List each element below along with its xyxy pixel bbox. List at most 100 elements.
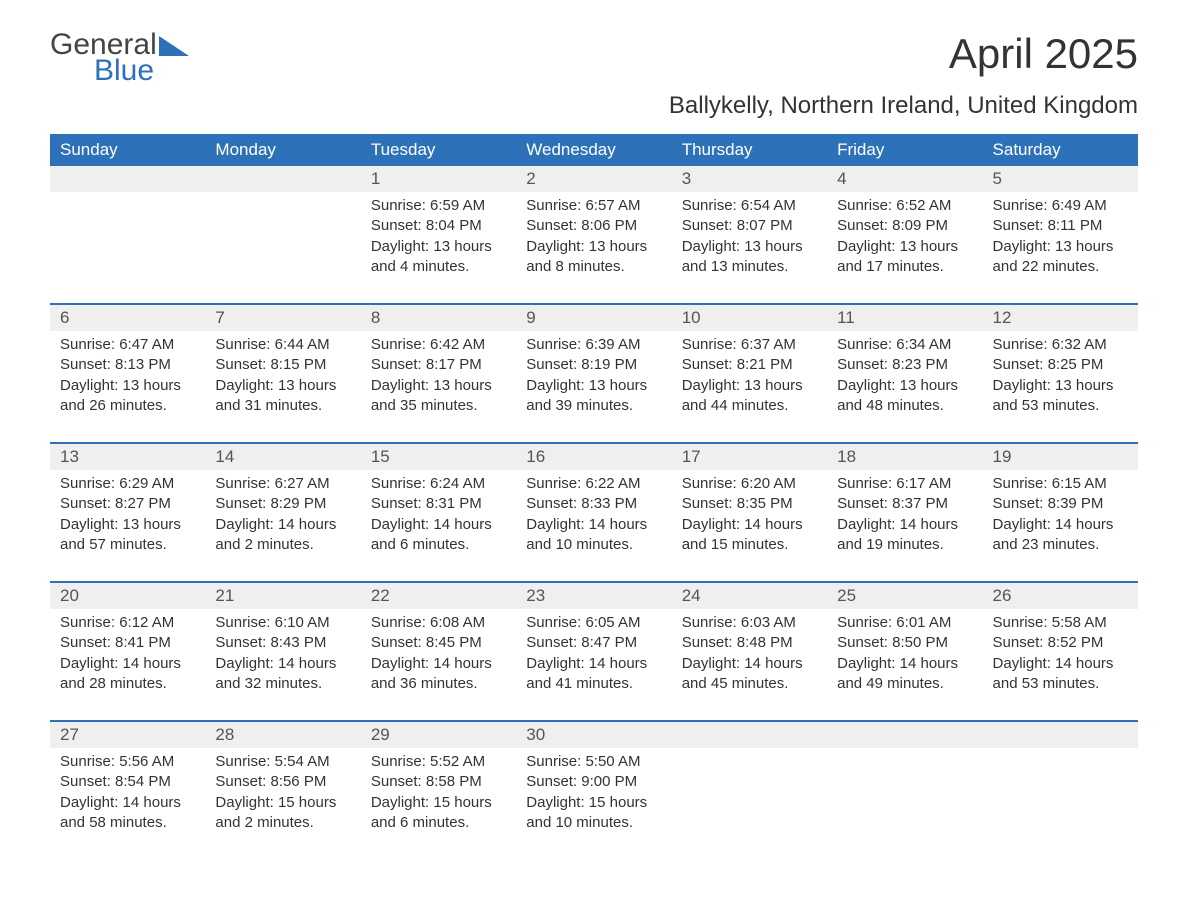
daylight-text: Daylight: 14 hours and 41 minutes. bbox=[526, 654, 661, 695]
col-saturday: Saturday bbox=[983, 134, 1138, 166]
daylight-text: Daylight: 13 hours and 17 minutes. bbox=[837, 237, 972, 278]
day-info: Sunrise: 6:57 AMSunset: 8:06 PMDaylight:… bbox=[516, 192, 671, 304]
sunset-text: Sunset: 8:33 PM bbox=[526, 494, 661, 514]
daylight-text: Daylight: 13 hours and 4 minutes. bbox=[371, 237, 506, 278]
day-header-row: Sunday Monday Tuesday Wednesday Thursday… bbox=[50, 134, 1138, 166]
day-number: 17 bbox=[672, 443, 827, 470]
sunset-text: Sunset: 8:47 PM bbox=[526, 633, 661, 653]
sunrise-text: Sunrise: 5:54 AM bbox=[215, 752, 350, 772]
day-number: 5 bbox=[983, 166, 1138, 192]
sunset-text: Sunset: 8:35 PM bbox=[682, 494, 817, 514]
daylight-text: Daylight: 13 hours and 57 minutes. bbox=[60, 515, 195, 556]
day-number: 16 bbox=[516, 443, 671, 470]
day-number bbox=[205, 166, 360, 192]
daylight-text: Daylight: 14 hours and 32 minutes. bbox=[215, 654, 350, 695]
day-info: Sunrise: 5:52 AMSunset: 8:58 PMDaylight:… bbox=[361, 748, 516, 859]
week-info-row: Sunrise: 5:56 AMSunset: 8:54 PMDaylight:… bbox=[50, 748, 1138, 859]
sunrise-text: Sunrise: 6:47 AM bbox=[60, 335, 195, 355]
day-info: Sunrise: 6:05 AMSunset: 8:47 PMDaylight:… bbox=[516, 609, 671, 721]
day-number: 15 bbox=[361, 443, 516, 470]
week-info-row: Sunrise: 6:29 AMSunset: 8:27 PMDaylight:… bbox=[50, 470, 1138, 582]
sunrise-text: Sunrise: 6:20 AM bbox=[682, 474, 817, 494]
daylight-text: Daylight: 14 hours and 2 minutes. bbox=[215, 515, 350, 556]
daylight-text: Daylight: 13 hours and 39 minutes. bbox=[526, 376, 661, 417]
sunset-text: Sunset: 8:43 PM bbox=[215, 633, 350, 653]
daylight-text: Daylight: 14 hours and 49 minutes. bbox=[837, 654, 972, 695]
col-wednesday: Wednesday bbox=[516, 134, 671, 166]
sunset-text: Sunset: 8:27 PM bbox=[60, 494, 195, 514]
sunset-text: Sunset: 8:48 PM bbox=[682, 633, 817, 653]
day-number: 14 bbox=[205, 443, 360, 470]
day-info: Sunrise: 6:08 AMSunset: 8:45 PMDaylight:… bbox=[361, 609, 516, 721]
daylight-text: Daylight: 13 hours and 35 minutes. bbox=[371, 376, 506, 417]
day-number: 28 bbox=[205, 721, 360, 748]
col-friday: Friday bbox=[827, 134, 982, 166]
sunrise-text: Sunrise: 6:57 AM bbox=[526, 196, 661, 216]
sunrise-text: Sunrise: 6:12 AM bbox=[60, 613, 195, 633]
day-number: 13 bbox=[50, 443, 205, 470]
day-number bbox=[50, 166, 205, 192]
day-number: 7 bbox=[205, 304, 360, 331]
day-info: Sunrise: 6:47 AMSunset: 8:13 PMDaylight:… bbox=[50, 331, 205, 443]
sunrise-text: Sunrise: 6:01 AM bbox=[837, 613, 972, 633]
day-info: Sunrise: 5:50 AMSunset: 9:00 PMDaylight:… bbox=[516, 748, 671, 859]
day-info: Sunrise: 6:17 AMSunset: 8:37 PMDaylight:… bbox=[827, 470, 982, 582]
day-info: Sunrise: 6:42 AMSunset: 8:17 PMDaylight:… bbox=[361, 331, 516, 443]
day-number: 24 bbox=[672, 582, 827, 609]
daylight-text: Daylight: 13 hours and 44 minutes. bbox=[682, 376, 817, 417]
week-info-row: Sunrise: 6:59 AMSunset: 8:04 PMDaylight:… bbox=[50, 192, 1138, 304]
daylight-text: Daylight: 14 hours and 45 minutes. bbox=[682, 654, 817, 695]
day-info: Sunrise: 6:49 AMSunset: 8:11 PMDaylight:… bbox=[983, 192, 1138, 304]
daylight-text: Daylight: 14 hours and 36 minutes. bbox=[371, 654, 506, 695]
day-info bbox=[50, 192, 205, 304]
sunrise-text: Sunrise: 6:52 AM bbox=[837, 196, 972, 216]
logo-flag-icon bbox=[159, 36, 193, 60]
sunset-text: Sunset: 8:17 PM bbox=[371, 355, 506, 375]
day-number: 18 bbox=[827, 443, 982, 470]
sunrise-text: Sunrise: 6:27 AM bbox=[215, 474, 350, 494]
daylight-text: Daylight: 14 hours and 23 minutes. bbox=[993, 515, 1128, 556]
day-info bbox=[827, 748, 982, 859]
sunrise-text: Sunrise: 6:39 AM bbox=[526, 335, 661, 355]
daylight-text: Daylight: 13 hours and 31 minutes. bbox=[215, 376, 350, 417]
daylight-text: Daylight: 14 hours and 15 minutes. bbox=[682, 515, 817, 556]
day-number: 2 bbox=[516, 166, 671, 192]
sunset-text: Sunset: 8:45 PM bbox=[371, 633, 506, 653]
day-number: 20 bbox=[50, 582, 205, 609]
daylight-text: Daylight: 14 hours and 53 minutes. bbox=[993, 654, 1128, 695]
day-info: Sunrise: 6:29 AMSunset: 8:27 PMDaylight:… bbox=[50, 470, 205, 582]
daylight-text: Daylight: 14 hours and 58 minutes. bbox=[60, 793, 195, 834]
sunset-text: Sunset: 8:19 PM bbox=[526, 355, 661, 375]
sunrise-text: Sunrise: 6:34 AM bbox=[837, 335, 972, 355]
daylight-text: Daylight: 14 hours and 28 minutes. bbox=[60, 654, 195, 695]
sunset-text: Sunset: 8:37 PM bbox=[837, 494, 972, 514]
week-info-row: Sunrise: 6:12 AMSunset: 8:41 PMDaylight:… bbox=[50, 609, 1138, 721]
sunset-text: Sunset: 8:39 PM bbox=[993, 494, 1128, 514]
day-number bbox=[983, 721, 1138, 748]
logo: General Blue bbox=[50, 30, 193, 86]
sunrise-text: Sunrise: 6:49 AM bbox=[993, 196, 1128, 216]
sunset-text: Sunset: 8:15 PM bbox=[215, 355, 350, 375]
sunset-text: Sunset: 8:06 PM bbox=[526, 216, 661, 236]
location-subtitle: Ballykelly, Northern Ireland, United Kin… bbox=[50, 92, 1138, 120]
sunrise-text: Sunrise: 6:24 AM bbox=[371, 474, 506, 494]
sunset-text: Sunset: 8:58 PM bbox=[371, 772, 506, 792]
day-info: Sunrise: 6:12 AMSunset: 8:41 PMDaylight:… bbox=[50, 609, 205, 721]
week-daynum-row: 27282930 bbox=[50, 721, 1138, 748]
sunrise-text: Sunrise: 6:08 AM bbox=[371, 613, 506, 633]
sunset-text: Sunset: 8:41 PM bbox=[60, 633, 195, 653]
col-monday: Monday bbox=[205, 134, 360, 166]
col-tuesday: Tuesday bbox=[361, 134, 516, 166]
day-number: 6 bbox=[50, 304, 205, 331]
sunrise-text: Sunrise: 5:52 AM bbox=[371, 752, 506, 772]
day-info bbox=[205, 192, 360, 304]
day-number: 26 bbox=[983, 582, 1138, 609]
daylight-text: Daylight: 14 hours and 10 minutes. bbox=[526, 515, 661, 556]
day-info: Sunrise: 6:32 AMSunset: 8:25 PMDaylight:… bbox=[983, 331, 1138, 443]
sunrise-text: Sunrise: 6:22 AM bbox=[526, 474, 661, 494]
logo-text: General Blue bbox=[50, 30, 157, 86]
day-number: 27 bbox=[50, 721, 205, 748]
daylight-text: Daylight: 13 hours and 22 minutes. bbox=[993, 237, 1128, 278]
day-number: 3 bbox=[672, 166, 827, 192]
sunrise-text: Sunrise: 5:58 AM bbox=[993, 613, 1128, 633]
